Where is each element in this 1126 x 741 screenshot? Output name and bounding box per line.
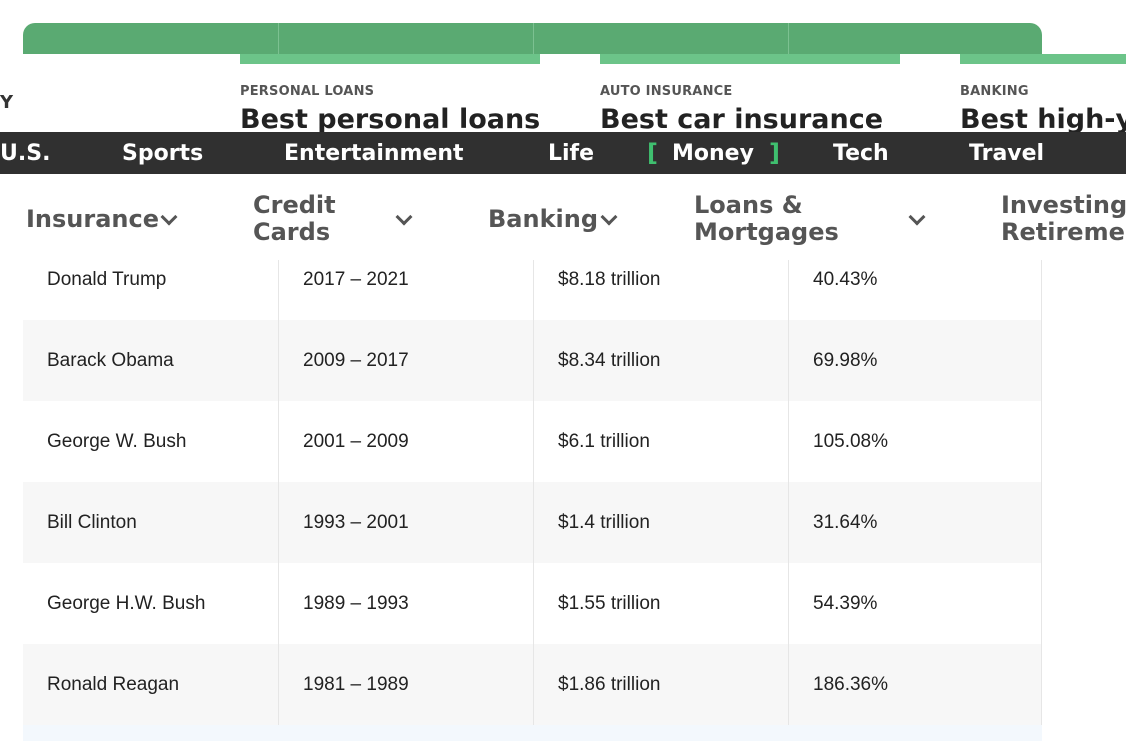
subnav-link[interactable]: Loans & Mortgages [694, 191, 839, 246]
nav-link-active[interactable]: Money [672, 141, 754, 166]
promo-title[interactable]: Best car insurance [600, 104, 884, 135]
promo-title[interactable]: Best high-y [960, 104, 1126, 135]
column-separator [278, 260, 279, 741]
table-cell: $6.1 trillion [558, 431, 650, 452]
promo-label: AUTO INSURANCE [600, 84, 733, 99]
debt-table: Donald Trump 2017 – 2021 $8.18 trillion 40.… [23, 260, 1042, 741]
table-cell: 69.98% [813, 350, 878, 371]
active-bracket: ] [769, 139, 780, 167]
chevron [395, 208, 413, 226]
table-cell: 40.43% [813, 269, 878, 290]
column-separator [533, 260, 534, 741]
table-cell: Bill Clinton [47, 512, 137, 533]
column-separator [788, 260, 789, 741]
table-cell: George W. Bush [47, 431, 187, 452]
promo-accent [960, 54, 1126, 64]
subnav-link[interactable]: Investing Retirement [1001, 191, 1126, 246]
nav-link[interactable]: Life [548, 141, 595, 166]
nav-link[interactable]: Sports [122, 141, 204, 166]
promo-accent [600, 54, 900, 64]
header-separator [788, 23, 789, 54]
table-cell: $8.34 trillion [558, 350, 661, 371]
promo-accent [240, 54, 540, 64]
table-cell: 1981 – 1989 [303, 674, 409, 695]
chevron [600, 208, 618, 226]
subnav-link[interactable]: Banking [488, 205, 599, 233]
chevron [908, 208, 926, 226]
table-cell: 2001 – 2009 [303, 431, 409, 452]
table-cell: 105.08% [813, 431, 889, 452]
table-cell: 1993 – 2001 [303, 512, 409, 533]
table-cell: 2017 – 2021 [303, 269, 409, 290]
header-separator [278, 23, 279, 54]
main-nav: U.S. Sports Entertainment Life [ Money ]… [0, 132, 1126, 174]
nav-link[interactable]: Travel [969, 141, 1045, 166]
table-cell: 186.36% [813, 674, 889, 695]
nav-link[interactable]: Entertainment [284, 141, 464, 166]
clipped-text: Y [0, 92, 14, 113]
column-separator [1041, 260, 1042, 741]
table-header-bar [23, 23, 1042, 54]
promo-label: BANKING [960, 84, 1029, 99]
subnav-link[interactable]: Insurance [26, 205, 160, 233]
active-bracket: [ [647, 139, 658, 167]
table-row: George H.W. Bush 1989 – 1993 $1.55 trillio… [23, 563, 1042, 644]
subnav-link[interactable]: Credit Cards [253, 191, 336, 246]
table-cell: $1.55 trillion [558, 593, 661, 614]
table-cell: $8.18 trillion [558, 269, 661, 290]
table-row: Ronald Reagan 1981 – 1989 $1.86 trillion 18… [23, 644, 1042, 725]
nav-link[interactable]: Tech [833, 141, 889, 166]
table-row: Barack Obama 2009 – 2017 $8.34 trillion 69.… [23, 320, 1042, 401]
table-row: Bill Clinton 1993 – 2001 $1.4 trillion 31.6… [23, 482, 1042, 563]
table-cell: Ronald Reagan [47, 674, 180, 695]
table-cell: 31.64% [813, 512, 878, 533]
table-cell: 1989 – 1993 [303, 593, 409, 614]
table-row: Donald Trump 2017 – 2021 $8.18 trillion 40.… [23, 260, 1042, 320]
table-cell: 2009 – 2017 [303, 350, 409, 371]
table-cell: George H.W. Bush [47, 593, 206, 614]
sub-nav: Insurance Credit Cards Banking Loans & M… [0, 174, 1126, 260]
table-cell: $1.4 trillion [558, 512, 650, 533]
table-cell: Barack Obama [47, 350, 174, 371]
chevron [160, 208, 178, 226]
header-separator [533, 23, 534, 54]
nav-link[interactable]: U.S. [0, 141, 51, 166]
next-row [23, 725, 1042, 741]
table-cell: $1.86 trillion [558, 674, 661, 695]
table-cell: Donald Trump [47, 269, 167, 290]
promo-label: PERSONAL LOANS [240, 84, 375, 99]
promo-title[interactable]: Best personal loans [240, 104, 541, 135]
table-row: George W. Bush 2001 – 2009 $6.1 trillion 10… [23, 401, 1042, 482]
table-cell: 54.39% [813, 593, 878, 614]
